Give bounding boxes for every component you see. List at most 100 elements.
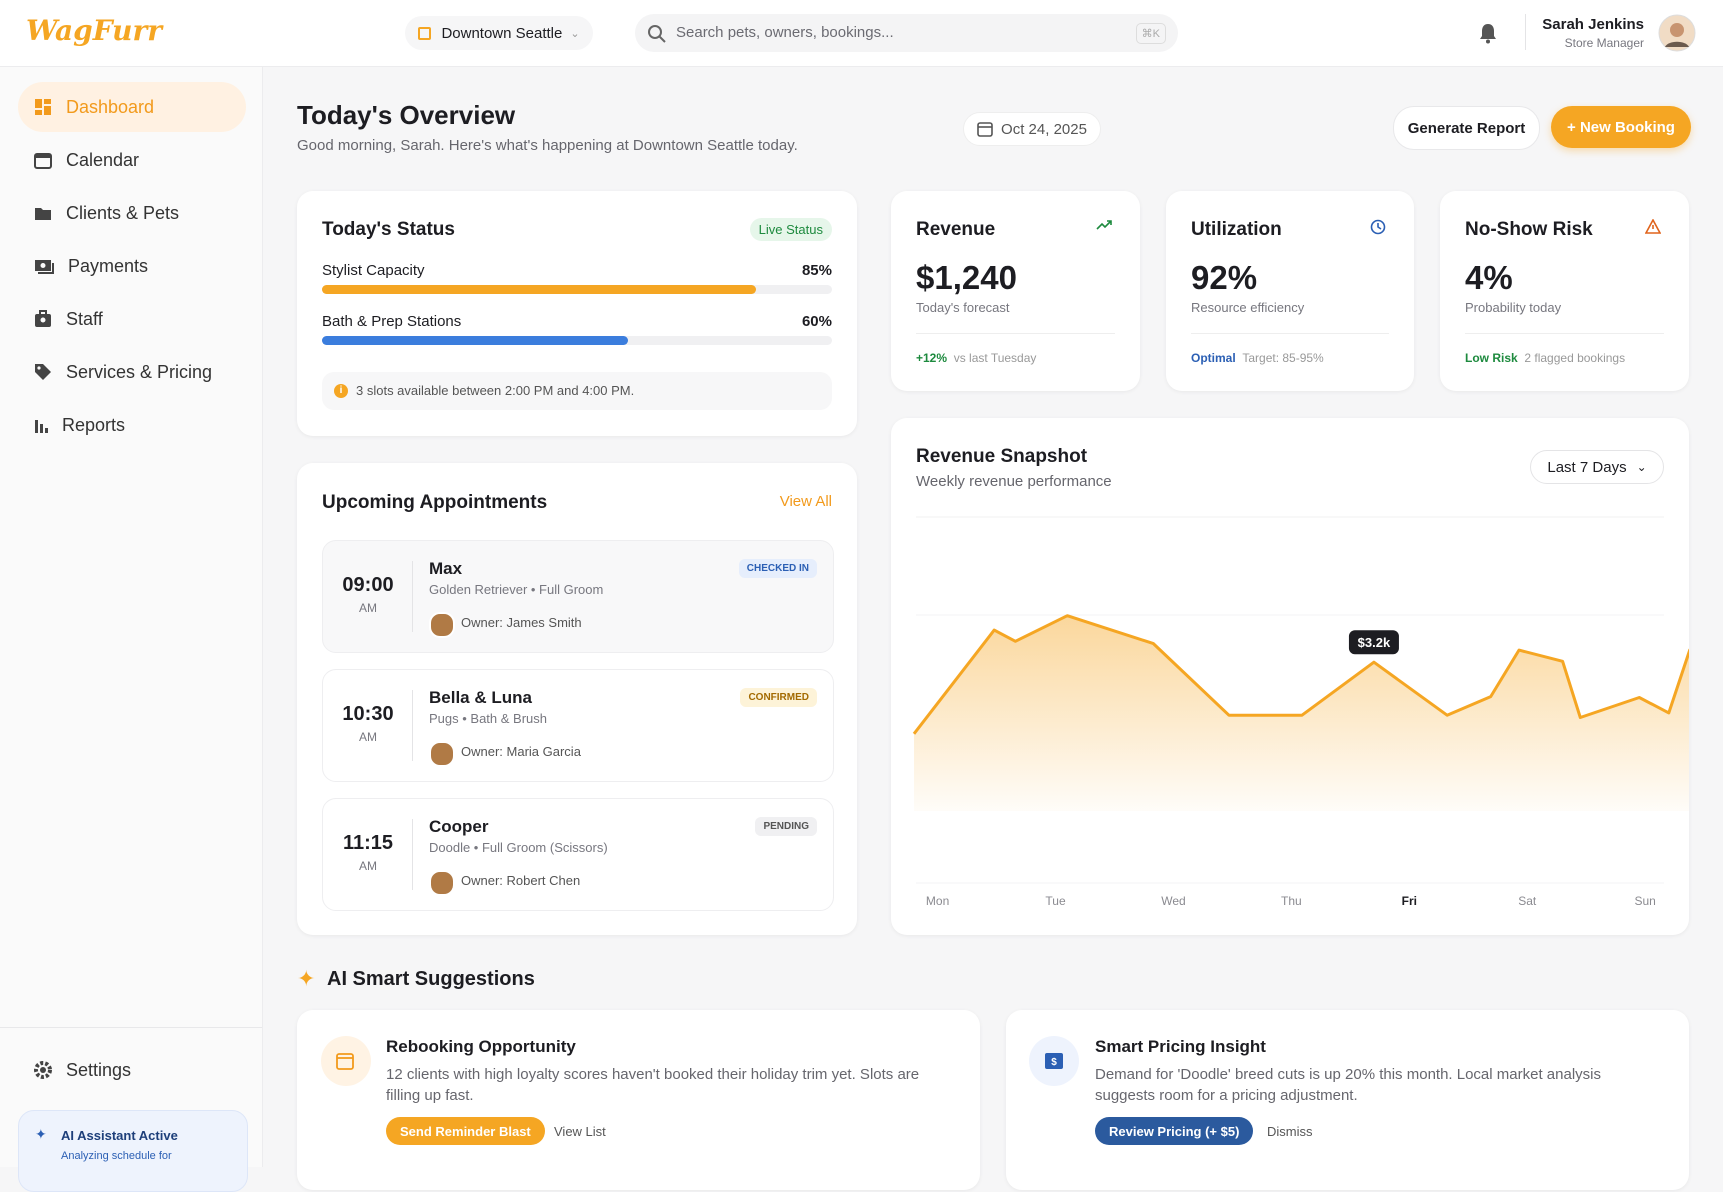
divider [1191, 333, 1389, 334]
nav-item[interactable]: Staff [18, 294, 246, 344]
search-icon [648, 25, 666, 43]
top-bar: WagFurr Downtown Seattle ⌄ Search pets, … [0, 0, 1723, 67]
status-badge[interactable]: CHECKED IN [738, 559, 817, 578]
status-card: Today's Status Live Status Stylist Capac… [297, 191, 857, 436]
sidebar [0, 67, 263, 1167]
logo[interactable]: WagFurr [26, 14, 162, 47]
metric-card: No-Show Risk 4% Probability today Low Ri… [1440, 191, 1689, 391]
chevron: ⌄ [570, 27, 580, 40]
appointment: 11:15 AM Cooper Doodle • Full Groom (Scisso… [322, 798, 834, 911]
assistant-card[interactable]: ✦ AI Assistant Active Analyzing schedule… [18, 1110, 248, 1192]
card-title: Today's Status [322, 219, 455, 240]
metric-value: 4% [1465, 259, 1513, 296]
suggestion-card: $ Smart Pricing Insight Demand for 'Dood… [1006, 1010, 1689, 1190]
avatar[interactable] [1658, 14, 1696, 52]
nav-icon [34, 153, 52, 169]
metric-tag: Low Risk [1465, 351, 1518, 365]
suggestion-icon [321, 1036, 371, 1086]
tooltip [1348, 630, 1399, 655]
nav-item[interactable]: Calendar [18, 135, 246, 185]
secondary-action[interactable]: Dismiss [1267, 1124, 1313, 1139]
divider [1525, 14, 1526, 50]
suggestion-text: 12 clients with high loyalty scores have… [386, 1066, 920, 1104]
pet-name: Cooper [429, 817, 489, 836]
metric-title: Utilization [1191, 219, 1282, 240]
nav-icon [35, 420, 48, 433]
nav-item[interactable]: Clients & Pets [18, 188, 246, 238]
settings-label: Settings [66, 1059, 132, 1080]
x-tick-label: Thu [1281, 894, 1302, 908]
row-label: Bath & Prep Stations [322, 313, 462, 330]
divider [412, 819, 413, 890]
x-tick-label: Wed [1161, 894, 1185, 908]
nav-icon [35, 99, 51, 115]
suggestion-card: Rebooking Opportunity 12 clients with hi… [297, 1010, 980, 1190]
chart-title: Revenue Snapshot [916, 446, 1088, 467]
metric-value: 92% [1191, 259, 1258, 296]
x-tick-label: Sat [1518, 894, 1537, 908]
generate-report-button[interactable]: Generate Report [1393, 106, 1540, 150]
status-badge[interactable]: PENDING [755, 817, 817, 836]
search-box[interactable]: Search pets, owners, bookings... ⌘K [635, 14, 1178, 52]
nav-item[interactable]: Dashboard [18, 82, 246, 132]
divider [916, 333, 1115, 334]
metric-tag: +12% [916, 351, 948, 365]
notification-bell[interactable] [1477, 22, 1499, 44]
primary-action[interactable]: Send Reminder Blast [386, 1117, 545, 1145]
metric-caption: Resource efficiency [1191, 300, 1305, 315]
progress-track [322, 285, 832, 294]
nav-item[interactable]: Services & Pricing [18, 347, 246, 397]
page-subtitle: Good morning, Sarah. Here's what's happe… [297, 137, 798, 154]
settings[interactable]: Settings [18, 1045, 246, 1095]
nav-item[interactable]: Payments [18, 241, 246, 291]
appointment: 10:30 AM Bella & Luna Pugs • Bath & Brush Ow… [322, 669, 834, 782]
range-select[interactable]: Last 7 Days ⌄ [1530, 450, 1664, 484]
status-badge[interactable]: CONFIRMED [740, 688, 817, 707]
new-booking-button[interactable]: + New Booking [1551, 106, 1691, 148]
warning-icon [1645, 219, 1661, 234]
trend-icon [1096, 220, 1112, 230]
date-pill[interactable]: Oct 24, 2025 [963, 112, 1101, 146]
nav-label: Payments [68, 255, 149, 276]
x-tick-label: Sun [1635, 894, 1656, 908]
metric-title: No-Show Risk [1465, 219, 1593, 240]
nav-label: Clients & Pets [66, 202, 180, 223]
divider [1465, 333, 1664, 334]
progress-fill [322, 336, 628, 345]
view-all-link[interactable]: View All [779, 493, 832, 510]
nav-item[interactable]: Reports [18, 400, 246, 450]
chart-subtitle: Weekly revenue performance [916, 473, 1112, 490]
user-role: Store Manager [1564, 36, 1644, 50]
note-text: 3 slots available between 2:00 PM and 4:… [356, 383, 635, 398]
x-tick-label: Mon [926, 894, 949, 908]
primary-action[interactable]: Review Pricing (+ $5) [1095, 1117, 1254, 1145]
location: Downtown Seattle [441, 24, 563, 42]
divider [412, 561, 413, 632]
line [912, 614, 1689, 735]
live-badge: Live Status [749, 218, 832, 241]
nav-icon [35, 364, 51, 380]
suggestion-text: Demand for 'Doodle' breed cuts is up 20%… [1095, 1066, 1601, 1104]
nav-icon [35, 260, 54, 274]
appt-time: 11:15 [342, 832, 394, 854]
location-select[interactable]: Downtown Seattle ⌄ [405, 16, 593, 50]
owner: Owner: James Smith [461, 615, 582, 630]
pet-name: Bella & Luna [429, 688, 532, 707]
metric-note: Target: 85-95% [1242, 351, 1324, 365]
pet-name: Max [429, 559, 463, 578]
secondary-action[interactable]: View List [554, 1124, 606, 1139]
metric-caption: Today's forecast [916, 300, 1010, 315]
calendar-icon [977, 122, 993, 137]
metric-title: Revenue [916, 219, 996, 240]
pet-details: Doodle • Full Groom (Scissors) [429, 840, 608, 855]
metric-card: Revenue $1,240 Today's forecast +12% vs … [891, 191, 1140, 391]
assistant-title: AI Assistant Active [61, 1128, 178, 1143]
suggestion-title: Rebooking Opportunity [386, 1037, 576, 1056]
divider [0, 1027, 262, 1028]
svg-text:$: $ [1051, 1057, 1057, 1068]
nav-label: Calendar [66, 149, 140, 170]
progress-fill [322, 285, 756, 294]
x-tick-label: Fri [1402, 894, 1417, 908]
date: Oct 24, 2025 [1001, 120, 1087, 138]
